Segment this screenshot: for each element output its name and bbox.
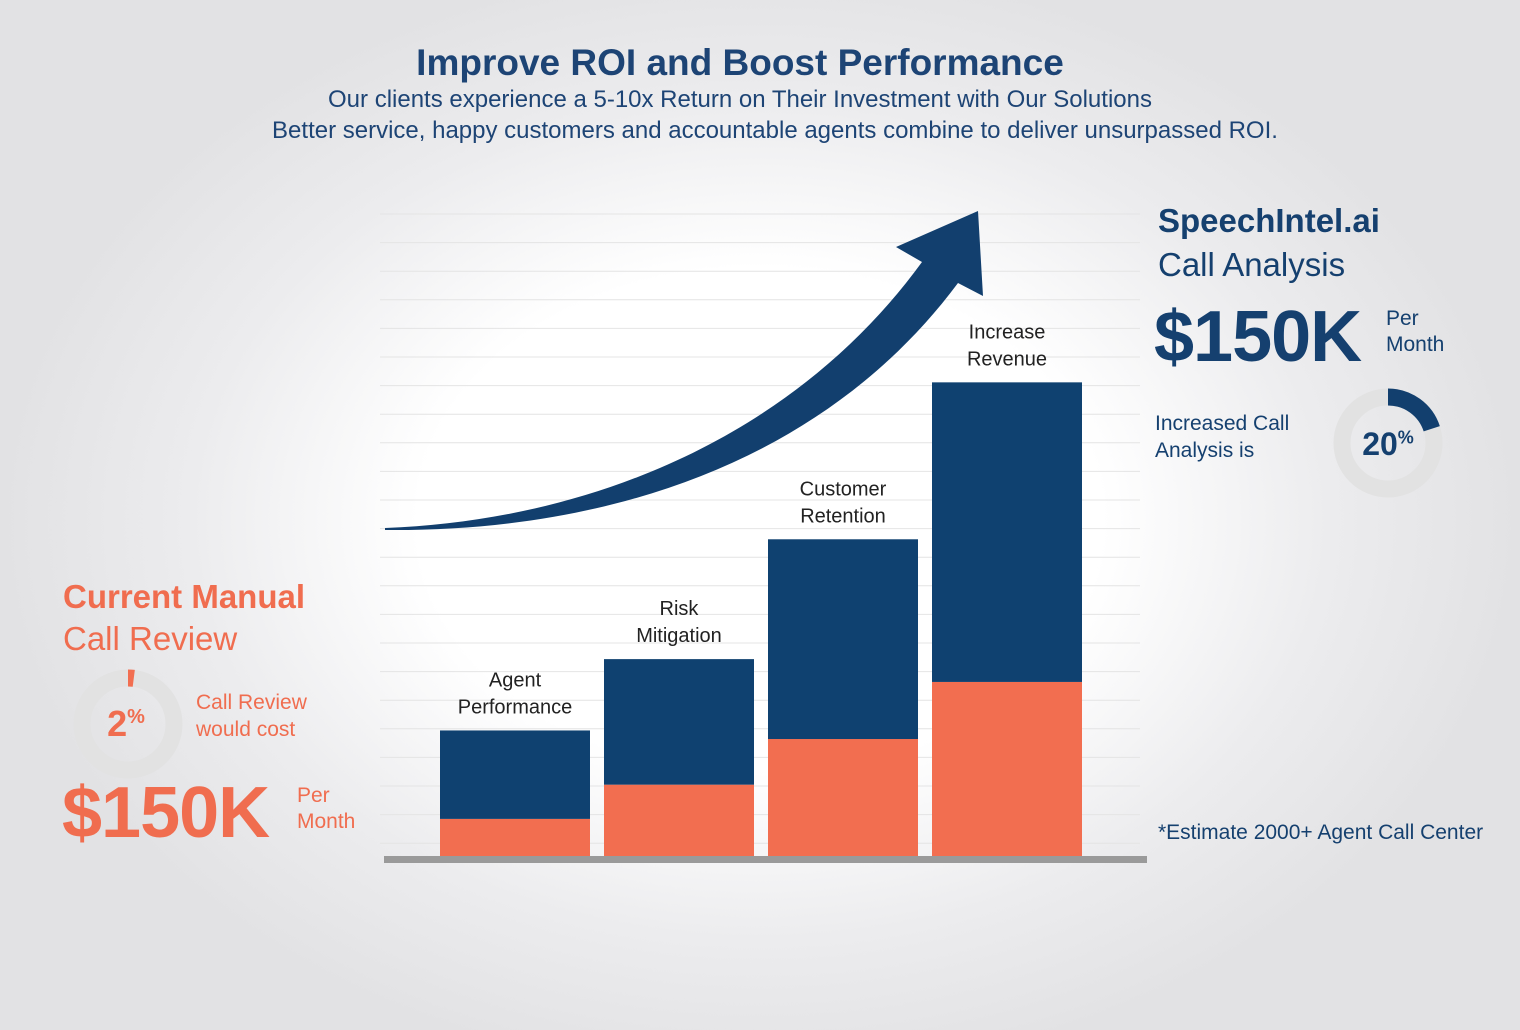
category-label: Performance — [458, 696, 573, 718]
category-label: Mitigation — [636, 625, 722, 647]
bar-segment-0-3 — [932, 681, 1082, 856]
left-percent-value: 2 — [107, 703, 128, 744]
right-amount: $150K — [1154, 297, 1362, 377]
right-percent-value: 20 — [1362, 426, 1398, 462]
category-labels: Agent Performance Risk Mitigation Customer Re… — [458, 321, 1047, 718]
bar-segment-0-1 — [604, 784, 754, 856]
category-label: Customer — [800, 478, 887, 500]
left-note-line2: would cost — [196, 718, 296, 741]
right-subtitle: Call Analysis — [1158, 246, 1346, 283]
right-per-month: Per Month — [1386, 306, 1444, 358]
category-label: Risk — [660, 598, 700, 620]
bar-segment-1-3 — [932, 382, 1082, 682]
footnote: *Estimate 2000+ Agent Call Center — [1158, 821, 1484, 844]
bar-segment-0-2 — [768, 739, 918, 856]
left-per-month: Per Month — [297, 783, 355, 835]
right-percent-arc — [1387, 388, 1440, 432]
left-per-line2: Month — [297, 810, 356, 833]
category-label: Revenue — [967, 348, 1047, 370]
left-percent-label: 2% — [94, 703, 158, 745]
left-note-line1: Call Review — [196, 691, 307, 714]
left-percent-symbol: % — [127, 706, 145, 728]
bar-segment-1-2 — [768, 539, 918, 740]
left-amount: $150K — [62, 773, 270, 853]
right-note-line1: Increased Call — [1155, 412, 1290, 435]
bar-segment-0-0 — [440, 818, 590, 856]
category-label: Retention — [800, 505, 886, 527]
left-note: Call Review would cost — [196, 689, 307, 743]
bar-segment-1-1 — [604, 659, 754, 785]
category-label: Increase — [969, 321, 1046, 343]
subtitle-line-2: Better service, happy customers and acco… — [272, 117, 1278, 144]
left-title: Current Manual — [63, 578, 306, 615]
left-per-line1: Per — [297, 784, 330, 807]
category-label: Agent — [489, 669, 542, 691]
page-title: Improve ROI and Boost Performance — [416, 42, 1064, 83]
left-subtitle: Call Review — [63, 620, 238, 657]
right-per-line2: Month — [1386, 333, 1445, 356]
trend-arrow-icon — [385, 211, 983, 531]
bar-segment-1-0 — [440, 730, 590, 819]
chart-baseline — [384, 856, 1147, 863]
brand-name: SpeechIntel.ai — [1158, 202, 1380, 239]
right-per-line1: Per — [1386, 307, 1419, 330]
bars — [440, 382, 1082, 856]
right-note-line2: Analysis is — [1155, 439, 1255, 462]
subtitle-line-1: Our clients experience a 5-10x Return on… — [328, 86, 1152, 113]
right-percent-symbol: % — [1397, 427, 1414, 448]
right-percent-label: 20% — [1356, 426, 1420, 463]
right-note: Increased Call Analysis is — [1155, 410, 1289, 464]
